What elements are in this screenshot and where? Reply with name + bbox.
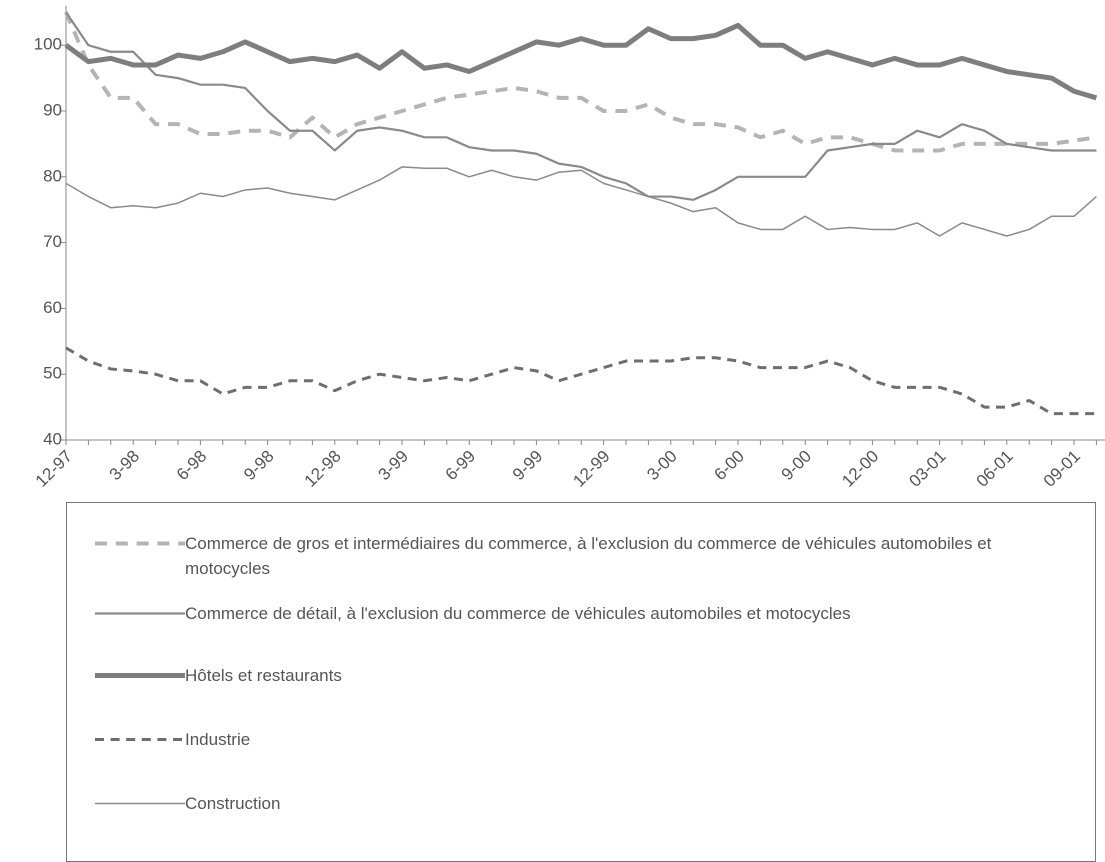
series-line [64,11,1097,153]
x-tick-label: 12-00 [838,447,882,491]
legend-swatch [95,612,185,615]
series-line [65,346,1097,416]
y-tick-label: 40 [43,429,62,448]
x-tick-label: 12-97 [32,447,76,491]
legend-item: Commerce de détail, à l'exclusion du com… [95,601,1065,626]
legend-item: Construction [95,791,1065,816]
y-tick-label: 50 [43,364,62,383]
x-tick-label: 12-99 [569,447,613,491]
legend-label: Commerce de détail, à l'exclusion du com… [185,604,851,623]
series-line [64,22,1098,101]
x-tick-label: 12-98 [301,447,345,491]
x-tick-label: 3-00 [643,447,680,484]
legend-swatch [95,738,185,741]
legend-label: Hôtels et restaurants [185,666,342,685]
legend-swatch [95,802,185,805]
legend-item: Hôtels et restaurants [95,663,1065,688]
legend-label: Commerce de gros et intermédiaires du co… [185,534,992,578]
chart: 40 50 60 70 80 90 100 12-97 3-98 6-98 9-98 12-98 3-9… [32,5,1105,491]
legend: Commerce de gros et intermédiaires du co… [66,502,1096,862]
x-tick-label: 6-99 [442,447,479,484]
y-tick-label: 90 [43,100,62,119]
x-tick-label: 6-00 [711,447,748,484]
x-tick-label: 3-99 [375,447,412,484]
legend-swatch [95,673,185,678]
legend-label: Construction [185,794,281,813]
x-tick-label: 3-98 [106,447,143,484]
y-tick-label: 60 [43,298,62,317]
x-tick-label: 9-00 [778,447,815,484]
x-tick-label: 09-01 [1040,447,1084,491]
x-tick-label: 6-98 [173,447,210,484]
series-line [65,166,1097,237]
x-tick-label: 9-99 [509,447,546,484]
legend-item: Industrie [95,727,1065,752]
series-line [65,11,1097,201]
x-tick-label: 06-01 [973,447,1017,491]
legend-item: Commerce de gros et intermédiaires du co… [95,531,1065,581]
x-tick-label: 9-98 [240,447,277,484]
x-tick-label: 03-01 [905,447,949,491]
legend-label: Industrie [185,730,251,749]
legend-swatch [95,541,185,546]
y-tick-label: 100 [34,35,62,54]
y-tick-label: 80 [43,166,62,185]
y-tick-label: 70 [43,232,62,251]
